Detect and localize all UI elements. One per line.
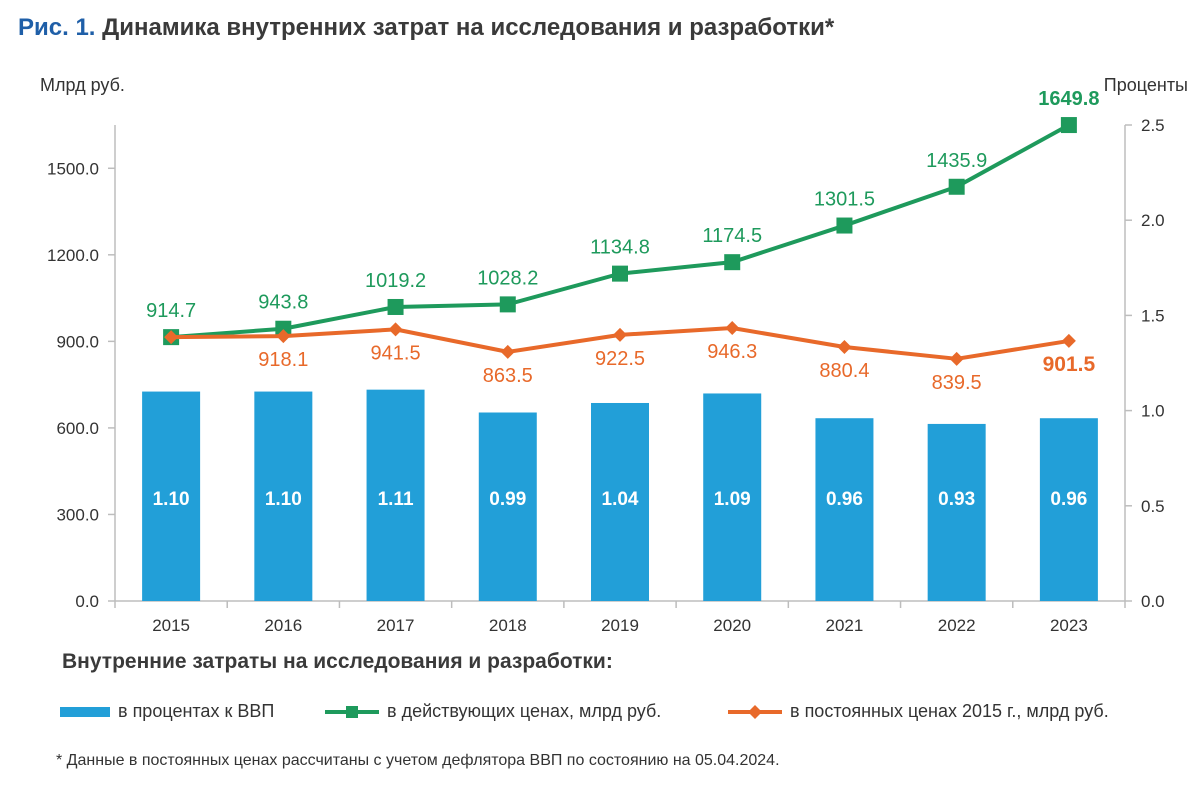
bar-value-label: 1.10	[153, 489, 190, 510]
current-value-label: 914.7	[146, 300, 196, 322]
right-tick-label: 0.0	[1141, 592, 1165, 611]
left-axis-unit: Млрд руб.	[40, 75, 125, 95]
right-axis-unit: Проценты	[1103, 75, 1188, 95]
x-tick-label: 2020	[713, 616, 751, 635]
diamond-marker	[949, 351, 964, 366]
bar-value-label: 1.04	[602, 489, 639, 510]
legend-bars-label: в процентах к ВВП	[118, 701, 275, 721]
right-tick-label: 1.0	[1141, 402, 1165, 421]
x-tick-label: 2022	[938, 616, 976, 635]
bar	[815, 418, 874, 601]
bar-value-label: 1.09	[714, 489, 751, 510]
x-tick-label: 2023	[1050, 616, 1088, 635]
square-marker	[387, 298, 404, 315]
x-tick-label: 2018	[489, 616, 527, 635]
left-tick-label: 1500.0	[47, 159, 99, 178]
bar	[478, 412, 537, 601]
bar-value-label: 0.96	[1050, 489, 1087, 510]
constant-value-label: 901.5	[1043, 353, 1096, 376]
square-marker	[1060, 117, 1077, 134]
square-marker	[275, 320, 292, 337]
x-tick-label: 2016	[264, 616, 302, 635]
x-tick-label: 2015	[152, 616, 190, 635]
diamond-marker	[164, 330, 179, 345]
constant-value-label: 946.3	[707, 341, 757, 363]
square-marker	[724, 254, 741, 271]
legend-title: Внутренние затраты на исследования и раз…	[62, 650, 613, 673]
current-value-label: 1435.9	[926, 150, 987, 172]
left-tick-label: 1200.0	[47, 246, 99, 265]
right-tick-label: 0.5	[1141, 497, 1165, 516]
x-tick-label: 2019	[601, 616, 639, 635]
constant-value-label: 839.5	[932, 372, 982, 394]
legend-item-current: в действующих ценах, млрд руб.	[325, 701, 661, 722]
x-tick-label: 2017	[377, 616, 415, 635]
current-value-label: 1174.5	[702, 225, 762, 247]
diamond-marker	[388, 322, 403, 337]
constant-value-label: 880.4	[819, 360, 869, 382]
bar	[254, 391, 313, 601]
bar	[142, 391, 201, 601]
bar-value-label: 0.99	[489, 489, 526, 510]
legend-constant-label: в постоянных ценах 2015 г., млрд руб.	[790, 701, 1109, 721]
bar-value-label: 1.11	[378, 489, 414, 510]
bar	[1039, 418, 1098, 601]
x-tick-label: 2021	[826, 616, 864, 635]
square-marker	[612, 265, 628, 282]
bar-swatch-icon	[60, 706, 110, 717]
current-value-label: 1134.8	[590, 237, 650, 259]
bar	[591, 402, 649, 601]
legend: в процентах к ВВП в действующих ценах, м…	[0, 701, 1200, 729]
diamond-marker	[613, 327, 627, 342]
title-text: Динамика внутренних затрат на исследован…	[102, 14, 835, 41]
square-marker-line-icon	[325, 705, 379, 718]
bar	[703, 393, 762, 601]
chart-canvas: 0.0 300.0 600.0 900.0 1200.0 1500.0 0.0 0.5 1.0 1…	[47, 88, 1165, 635]
legend-item-constant: в постоянных ценах 2015 г., млрд руб.	[728, 701, 1109, 722]
left-tick-label: 900.0	[56, 332, 99, 351]
diamond-marker	[1061, 333, 1076, 348]
right-tick-label: 1.5	[1141, 306, 1165, 325]
diamond-marker	[276, 329, 291, 344]
current-value-label: 1028.2	[477, 267, 538, 289]
diamond-marker	[500, 344, 515, 359]
figure-number: Рис. 1.	[18, 14, 96, 41]
right-tick-label: 2.0	[1141, 211, 1165, 230]
diamond-marker	[725, 321, 740, 336]
diamond-marker	[837, 340, 852, 355]
current-value-label: 1301.5	[814, 189, 875, 211]
chart-title: Рис. 1. Динамика внутренних затрат на ис…	[18, 14, 834, 42]
bar-value-label: 1.10	[265, 489, 302, 510]
diamond-marker-line-icon	[728, 704, 782, 719]
square-marker	[499, 296, 516, 313]
left-tick-label: 0.0	[75, 592, 99, 611]
bar-value-label: 0.96	[826, 489, 863, 510]
constant-value-label: 941.5	[371, 342, 421, 364]
left-tick-label: 600.0	[56, 419, 99, 438]
current-value-label: 1649.8	[1038, 88, 1099, 110]
current-value-label: 943.8	[258, 292, 308, 314]
square-marker	[948, 178, 965, 195]
constant-value-label: 918.1	[258, 349, 308, 371]
constant-value-label: 922.5	[595, 348, 645, 370]
constant-value-label: 863.5	[483, 365, 533, 387]
bar	[927, 423, 986, 601]
footnote: * Данные в постоянных ценах рассчитаны с…	[56, 752, 780, 769]
legend-item-bars: в процентах к ВВП	[60, 701, 274, 722]
square-marker	[836, 217, 853, 234]
right-tick-label: 2.5	[1141, 116, 1165, 135]
legend-current-label: в действующих ценах, млрд руб.	[387, 701, 662, 721]
current-value-label: 1019.2	[365, 270, 426, 292]
bar	[366, 389, 425, 601]
bar-value-label: 0.93	[938, 489, 975, 510]
left-tick-label: 300.0	[56, 505, 99, 524]
